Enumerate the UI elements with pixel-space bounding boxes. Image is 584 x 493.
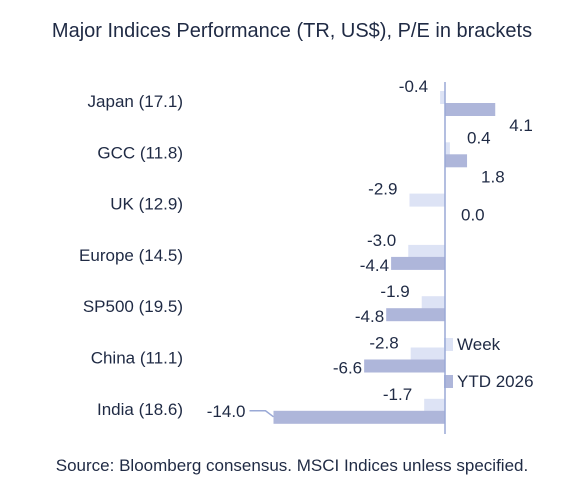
legend-label-ytd: YTD 2026 xyxy=(457,372,534,391)
category-label: SP500 (19.5) xyxy=(83,297,183,316)
bar-week xyxy=(408,244,445,258)
category-label: Europe (14.5) xyxy=(79,246,183,265)
category-label: Japan (17.1) xyxy=(88,92,183,111)
value-label-ytd: 4.1 xyxy=(509,116,533,135)
value-label-ytd: 0.0 xyxy=(461,206,485,225)
value-label-week: 0.4 xyxy=(467,128,491,147)
source-note: Source: Bloomberg consensus. MSCI Indice… xyxy=(55,456,529,475)
bar-ytd xyxy=(445,154,468,168)
value-label-ytd: -4.8 xyxy=(355,307,384,326)
value-labels: -0.4 4.1 0.4 1.8 -2.9 0.0 -3.0 -4.4 -1.9 -4.8 -2.8… xyxy=(207,77,533,421)
value-label-week: -0.4 xyxy=(399,77,428,96)
bar-week xyxy=(421,296,445,310)
bar-week xyxy=(424,398,445,412)
value-label-week: -1.7 xyxy=(383,385,412,404)
value-label-week: -1.9 xyxy=(380,282,409,301)
chart-title: Major Indices Performance (TR, US$), P/E… xyxy=(51,20,533,42)
bar-ytd xyxy=(273,410,445,424)
bar-week xyxy=(445,142,450,156)
value-label-week: -2.8 xyxy=(369,334,398,353)
category-label: India (18.6) xyxy=(97,400,183,419)
bar-week xyxy=(409,193,445,207)
legend-label-week: Week xyxy=(457,335,501,354)
bar-ytd xyxy=(391,256,445,270)
value-label-week: -3.0 xyxy=(367,231,396,250)
legend-swatch-ytd xyxy=(444,375,453,388)
value-label-ytd: -6.6 xyxy=(333,359,362,378)
bars xyxy=(273,91,496,424)
value-label-ytd: 1.8 xyxy=(481,167,505,186)
value-label-week: -2.9 xyxy=(368,180,397,199)
category-label: GCC (11.8) xyxy=(97,143,183,162)
legend-swatch-week xyxy=(444,338,453,351)
bar-ytd xyxy=(445,103,496,116)
value-label-ytd: -4.4 xyxy=(360,256,389,275)
bar-week xyxy=(440,91,445,104)
bar-week xyxy=(410,347,445,361)
category-label: China (11.1) xyxy=(91,349,183,368)
leader-line xyxy=(249,410,274,418)
category-label: UK (12.9) xyxy=(110,195,183,214)
value-label-ytd: -14.0 xyxy=(207,402,246,421)
bar-ytd xyxy=(364,359,445,373)
legend: Week YTD 2026 xyxy=(444,335,534,391)
bar-ytd xyxy=(386,308,445,322)
category-labels: Japan (17.1) GCC (11.8) UK (12.9) Europe (1… xyxy=(79,92,183,419)
